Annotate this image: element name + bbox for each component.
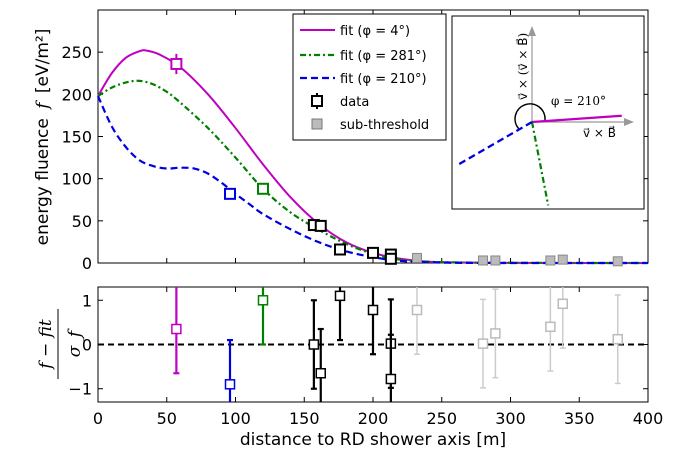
- bottom-xtick-label: 300: [495, 409, 526, 428]
- top-ytick-label: 200: [61, 85, 92, 104]
- inset-direction-line: [531, 114, 622, 124]
- bottom-xtick-label: 200: [358, 409, 389, 428]
- top-ytick-label: 150: [61, 128, 92, 147]
- bottom-xtick-label: 0: [93, 409, 103, 428]
- bottom-xtick-label: 100: [220, 409, 251, 428]
- bottom-xlabel: distance to RD shower axis [m]: [240, 430, 506, 450]
- bottom-ytick-label: 0: [82, 336, 92, 355]
- legend-frame: [292, 13, 447, 141]
- ylabel-symbol: f: [33, 100, 53, 111]
- residual-point: [224, 379, 236, 390]
- legend-data-label: data: [340, 95, 369, 110]
- residual-point: [315, 368, 326, 379]
- residual-point: [334, 290, 346, 302]
- residual-point: [171, 323, 182, 335]
- inset-vertical-arrow: [528, 26, 536, 36]
- top-ylabel: energy fluence f [eV/m²]: [33, 29, 53, 246]
- bottom-xtick-label: 150: [289, 409, 320, 428]
- bottom-points: [98, 287, 648, 402]
- inset-direction-line: [530, 121, 550, 206]
- top-ytick-label: 0: [82, 254, 92, 273]
- ylabel-text: energy fluence: [33, 118, 53, 245]
- bottom-panel: 10−10 50 100 150 200 250 300 350 400 f − fit σ_f…: [36, 286, 663, 450]
- legend-fit281-label: fit (φ = 281°): [340, 49, 427, 64]
- residual-point: [385, 373, 397, 385]
- bottom-ytick-label: 1: [82, 291, 92, 310]
- data-point: [257, 182, 269, 195]
- data-point: [384, 252, 397, 265]
- top-panel: 0 50 100 150 200 250 energy fluence f [eV/m²]…: [33, 9, 649, 273]
- residual-point: [477, 338, 489, 349]
- residual-point: [545, 321, 556, 333]
- legend: fit (φ = 4°) fit (φ = 281°) fit (φ = 210…: [292, 13, 447, 141]
- inset-horizontal-label: v⃗ × B⃗: [583, 125, 616, 140]
- bottom-xtick-label: 250: [426, 409, 457, 428]
- residual-point: [257, 295, 269, 306]
- data-point: [224, 187, 236, 200]
- residual-point: [411, 304, 423, 316]
- inset-angle-arc: [514, 103, 546, 130]
- sub-threshold-point: [490, 255, 501, 266]
- legend-sub-marker: [311, 118, 323, 130]
- data-point: [367, 246, 379, 259]
- sub-threshold-point: [557, 254, 568, 265]
- fit-line-dashed: [96, 95, 649, 265]
- sub-threshold-point: [612, 256, 623, 267]
- inset-horizontal-arrow: [624, 118, 634, 126]
- legend-fit4-label: fit (φ = 4°): [340, 24, 410, 39]
- bottom-ticks: 10−10 50 100 150 200 250 300 350 400: [68, 287, 663, 428]
- bottom-ylabel: f − fit σ_f: [36, 309, 85, 379]
- data-point: [314, 219, 327, 232]
- inset: v⃗ × (v⃗ × B⃗) φ = 210° v⃗ × B⃗: [451, 15, 645, 210]
- bottom-ylabel-denominator: σ_f: [65, 328, 85, 357]
- top-ytick-label: 250: [61, 43, 92, 62]
- bottom-xtick-label: 350: [564, 409, 595, 428]
- legend-data-marker: [311, 95, 323, 107]
- sub-threshold-point: [545, 255, 556, 266]
- bottom-xtick-label: 50: [157, 409, 177, 428]
- legend-sub-label: sub-threshold: [340, 118, 429, 133]
- sub-threshold-point: [412, 252, 422, 263]
- residual-point: [308, 339, 320, 350]
- inset-direction-line: [457, 121, 533, 166]
- data-point: [334, 243, 346, 256]
- residual-point: [612, 333, 623, 345]
- sub-threshold-point: [478, 255, 488, 266]
- top-ticks: 0 50 100 150 200 250: [61, 10, 649, 273]
- inset-frame: [451, 15, 645, 210]
- legend-fit210-label: fit (φ = 210°): [340, 72, 427, 87]
- inset-content: [457, 26, 634, 206]
- inset-angle-label: φ = 210°: [551, 94, 606, 108]
- bottom-ytick-label: −1: [68, 380, 92, 399]
- data-point: [170, 57, 183, 70]
- residual-point: [490, 328, 501, 339]
- residual-point: [367, 304, 379, 316]
- top-ytick-label: 100: [61, 170, 92, 189]
- bottom-xtick-label: 400: [633, 409, 664, 428]
- top-points: [170, 53, 623, 267]
- bottom-ylabel-numerator: f − fit: [36, 319, 56, 371]
- top-ytick-label: 50: [72, 212, 92, 231]
- ylabel-unit: [eV/m²]: [33, 29, 53, 93]
- residual-point: [557, 298, 568, 310]
- inset-vertical-label: v⃗ × (v⃗ × B⃗): [515, 33, 530, 100]
